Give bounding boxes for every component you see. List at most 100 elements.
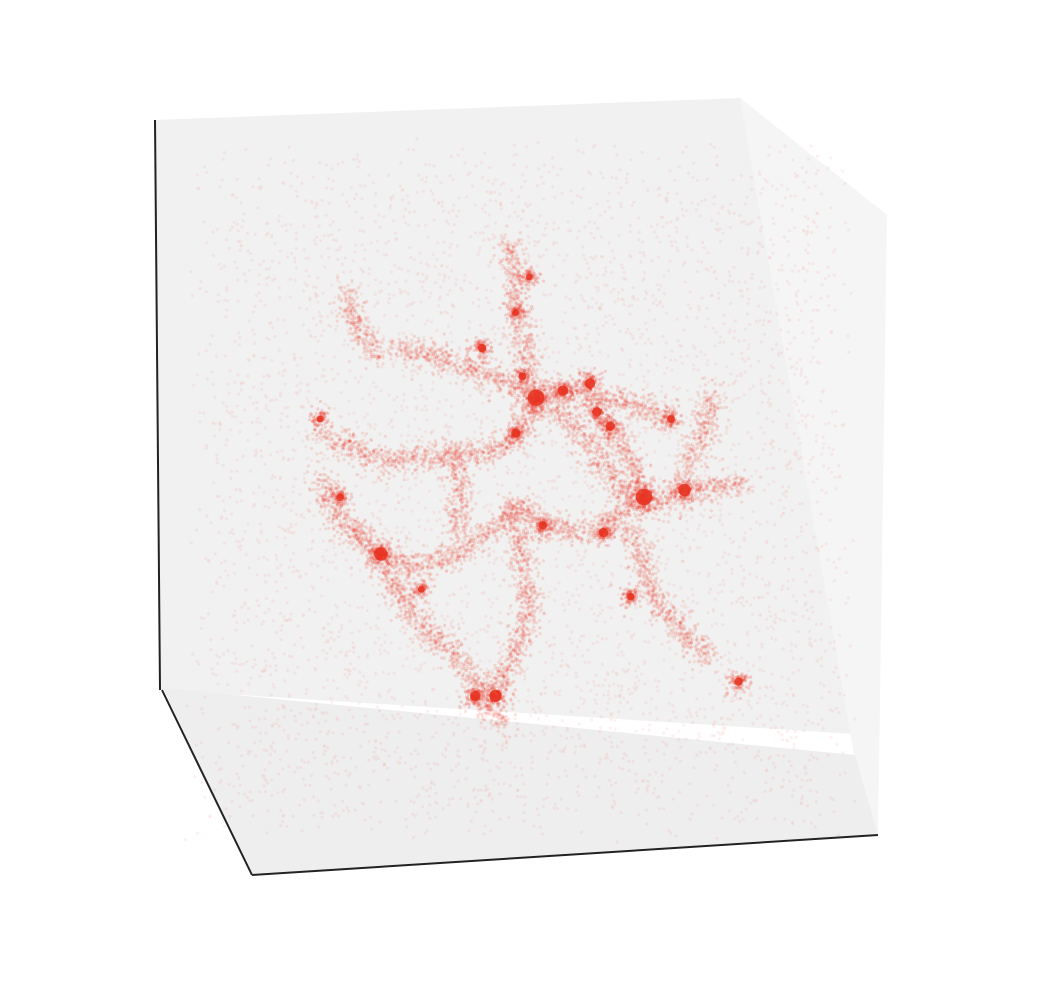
scatter-point-4525 bbox=[424, 358, 428, 362]
scatter-point-2692 bbox=[746, 430, 750, 434]
scatter-point-1635 bbox=[414, 483, 418, 487]
scatter-point-2679 bbox=[634, 669, 638, 673]
scatter-point-4342 bbox=[590, 305, 594, 309]
scatter-point-3240 bbox=[731, 696, 735, 700]
scatter-point-1805 bbox=[666, 269, 671, 273]
scatter-point-3612 bbox=[238, 336, 242, 340]
scatter-point-4506 bbox=[428, 348, 432, 353]
scatter-point-1910 bbox=[674, 834, 678, 838]
scatter-point-342 bbox=[266, 809, 270, 813]
scatter-point-717 bbox=[416, 372, 420, 376]
scatter-point-4667 bbox=[464, 354, 469, 358]
scatter-point-898 bbox=[355, 157, 359, 161]
scatter-point-1001 bbox=[406, 433, 411, 437]
scatter-point-4618 bbox=[454, 354, 458, 358]
scatter-point-2664 bbox=[344, 380, 348, 384]
scatter-point-282 bbox=[401, 526, 406, 530]
scatter-point-1419 bbox=[790, 642, 794, 646]
scatter-point-4317 bbox=[439, 180, 443, 185]
scatter-point-2393 bbox=[450, 415, 454, 419]
scatter-point-2738 bbox=[698, 396, 702, 401]
scatter-point-2043 bbox=[582, 555, 586, 559]
scatter-point-2963 bbox=[612, 287, 616, 291]
scatter-point-765 bbox=[699, 350, 703, 354]
scatter-point-2174 bbox=[765, 769, 769, 773]
scatter-point-2816 bbox=[379, 643, 383, 647]
scatter-point-2527 bbox=[332, 546, 336, 550]
scatter-point-2410 bbox=[341, 426, 345, 430]
scatter-point-2859 bbox=[443, 755, 448, 759]
scatter-point-2843 bbox=[383, 640, 387, 644]
scatter-point-3324 bbox=[762, 332, 767, 336]
scatter-point-656 bbox=[597, 785, 601, 790]
scatter-point-2941 bbox=[290, 655, 294, 659]
scatter-point-4239 bbox=[709, 142, 713, 146]
scatter-point-1562 bbox=[360, 196, 364, 201]
scatter-point-3352 bbox=[791, 269, 795, 273]
scatter-point-3196 bbox=[827, 446, 831, 450]
scatter-point-1455 bbox=[484, 288, 489, 292]
scatter-point-1236 bbox=[747, 297, 751, 301]
scatter-point-1241 bbox=[339, 391, 343, 395]
scatter-point-2719 bbox=[750, 272, 755, 276]
scatter-point-2276 bbox=[807, 186, 811, 190]
scatter-point-533 bbox=[733, 319, 738, 323]
scatter-point-1744 bbox=[387, 672, 391, 676]
scatter-point-1926 bbox=[601, 324, 605, 328]
scatter-point-2290 bbox=[717, 296, 721, 301]
scatter-point-4064 bbox=[221, 463, 225, 468]
scatter-point-554 bbox=[627, 687, 631, 691]
scatter-point-4183 bbox=[359, 292, 364, 296]
scatter-point-220 bbox=[816, 722, 820, 726]
scatter-point-3861 bbox=[805, 379, 810, 383]
scatter-point-3356 bbox=[285, 749, 289, 753]
scatter-point-3259 bbox=[778, 617, 783, 622]
scatter-point-2780 bbox=[767, 605, 771, 609]
scatter-point-4374 bbox=[844, 570, 848, 575]
scatter-point-4838 bbox=[498, 371, 502, 375]
scatter-point-1621 bbox=[293, 260, 297, 264]
scatter-point-2269 bbox=[542, 163, 547, 167]
scatter-point-2642 bbox=[550, 156, 555, 160]
scatter-point-2477 bbox=[815, 546, 820, 551]
scatter-point-1089 bbox=[690, 515, 694, 520]
scatter-point-318 bbox=[357, 655, 361, 660]
scatter-point-4151 bbox=[267, 607, 271, 612]
scatter-point-4006 bbox=[465, 631, 470, 635]
scatter-point-3772 bbox=[794, 735, 798, 739]
scatter-point-1335 bbox=[535, 184, 540, 188]
scatter-point-166 bbox=[251, 328, 255, 332]
scatter-point-2391 bbox=[403, 289, 408, 294]
scatter-point-3654 bbox=[556, 226, 561, 230]
scatter-point-2644 bbox=[716, 211, 721, 215]
scatter-point-1722 bbox=[749, 706, 753, 710]
scatter-point-2695 bbox=[335, 278, 339, 282]
scatter-point-4343 bbox=[420, 440, 425, 444]
scatter-point-678 bbox=[479, 799, 483, 803]
scatter-point-3610 bbox=[728, 225, 732, 230]
scatter-point-2742 bbox=[485, 415, 489, 420]
scatter-point-3549 bbox=[576, 337, 580, 341]
scatter-point-2869 bbox=[759, 426, 763, 430]
scatter-point-2694 bbox=[739, 601, 743, 605]
scatter-point-52 bbox=[454, 716, 458, 720]
scatter-point-695 bbox=[425, 418, 429, 422]
scatter-point-2110 bbox=[595, 202, 599, 206]
scatter-point-557 bbox=[778, 498, 782, 502]
scatter-point-3282 bbox=[279, 425, 283, 429]
scatter-point-3274 bbox=[828, 225, 832, 229]
scatter-point-653 bbox=[532, 455, 536, 460]
scatter-point-4756 bbox=[469, 369, 473, 373]
scatter-point-4741 bbox=[489, 389, 493, 393]
scatter-point-1930 bbox=[811, 355, 815, 359]
scatter-point-3354 bbox=[480, 419, 484, 423]
scatter-point-3976 bbox=[583, 660, 587, 664]
scatter-point-2084 bbox=[566, 450, 570, 454]
scatter-point-3422 bbox=[538, 650, 542, 654]
scatter-point-2498 bbox=[369, 401, 373, 405]
scatter-point-3080 bbox=[299, 356, 304, 360]
scatter-point-2217 bbox=[644, 738, 648, 742]
scatter-point-82 bbox=[258, 674, 262, 678]
scatter-point-757 bbox=[657, 527, 661, 531]
scatter-point-3593 bbox=[396, 266, 400, 270]
